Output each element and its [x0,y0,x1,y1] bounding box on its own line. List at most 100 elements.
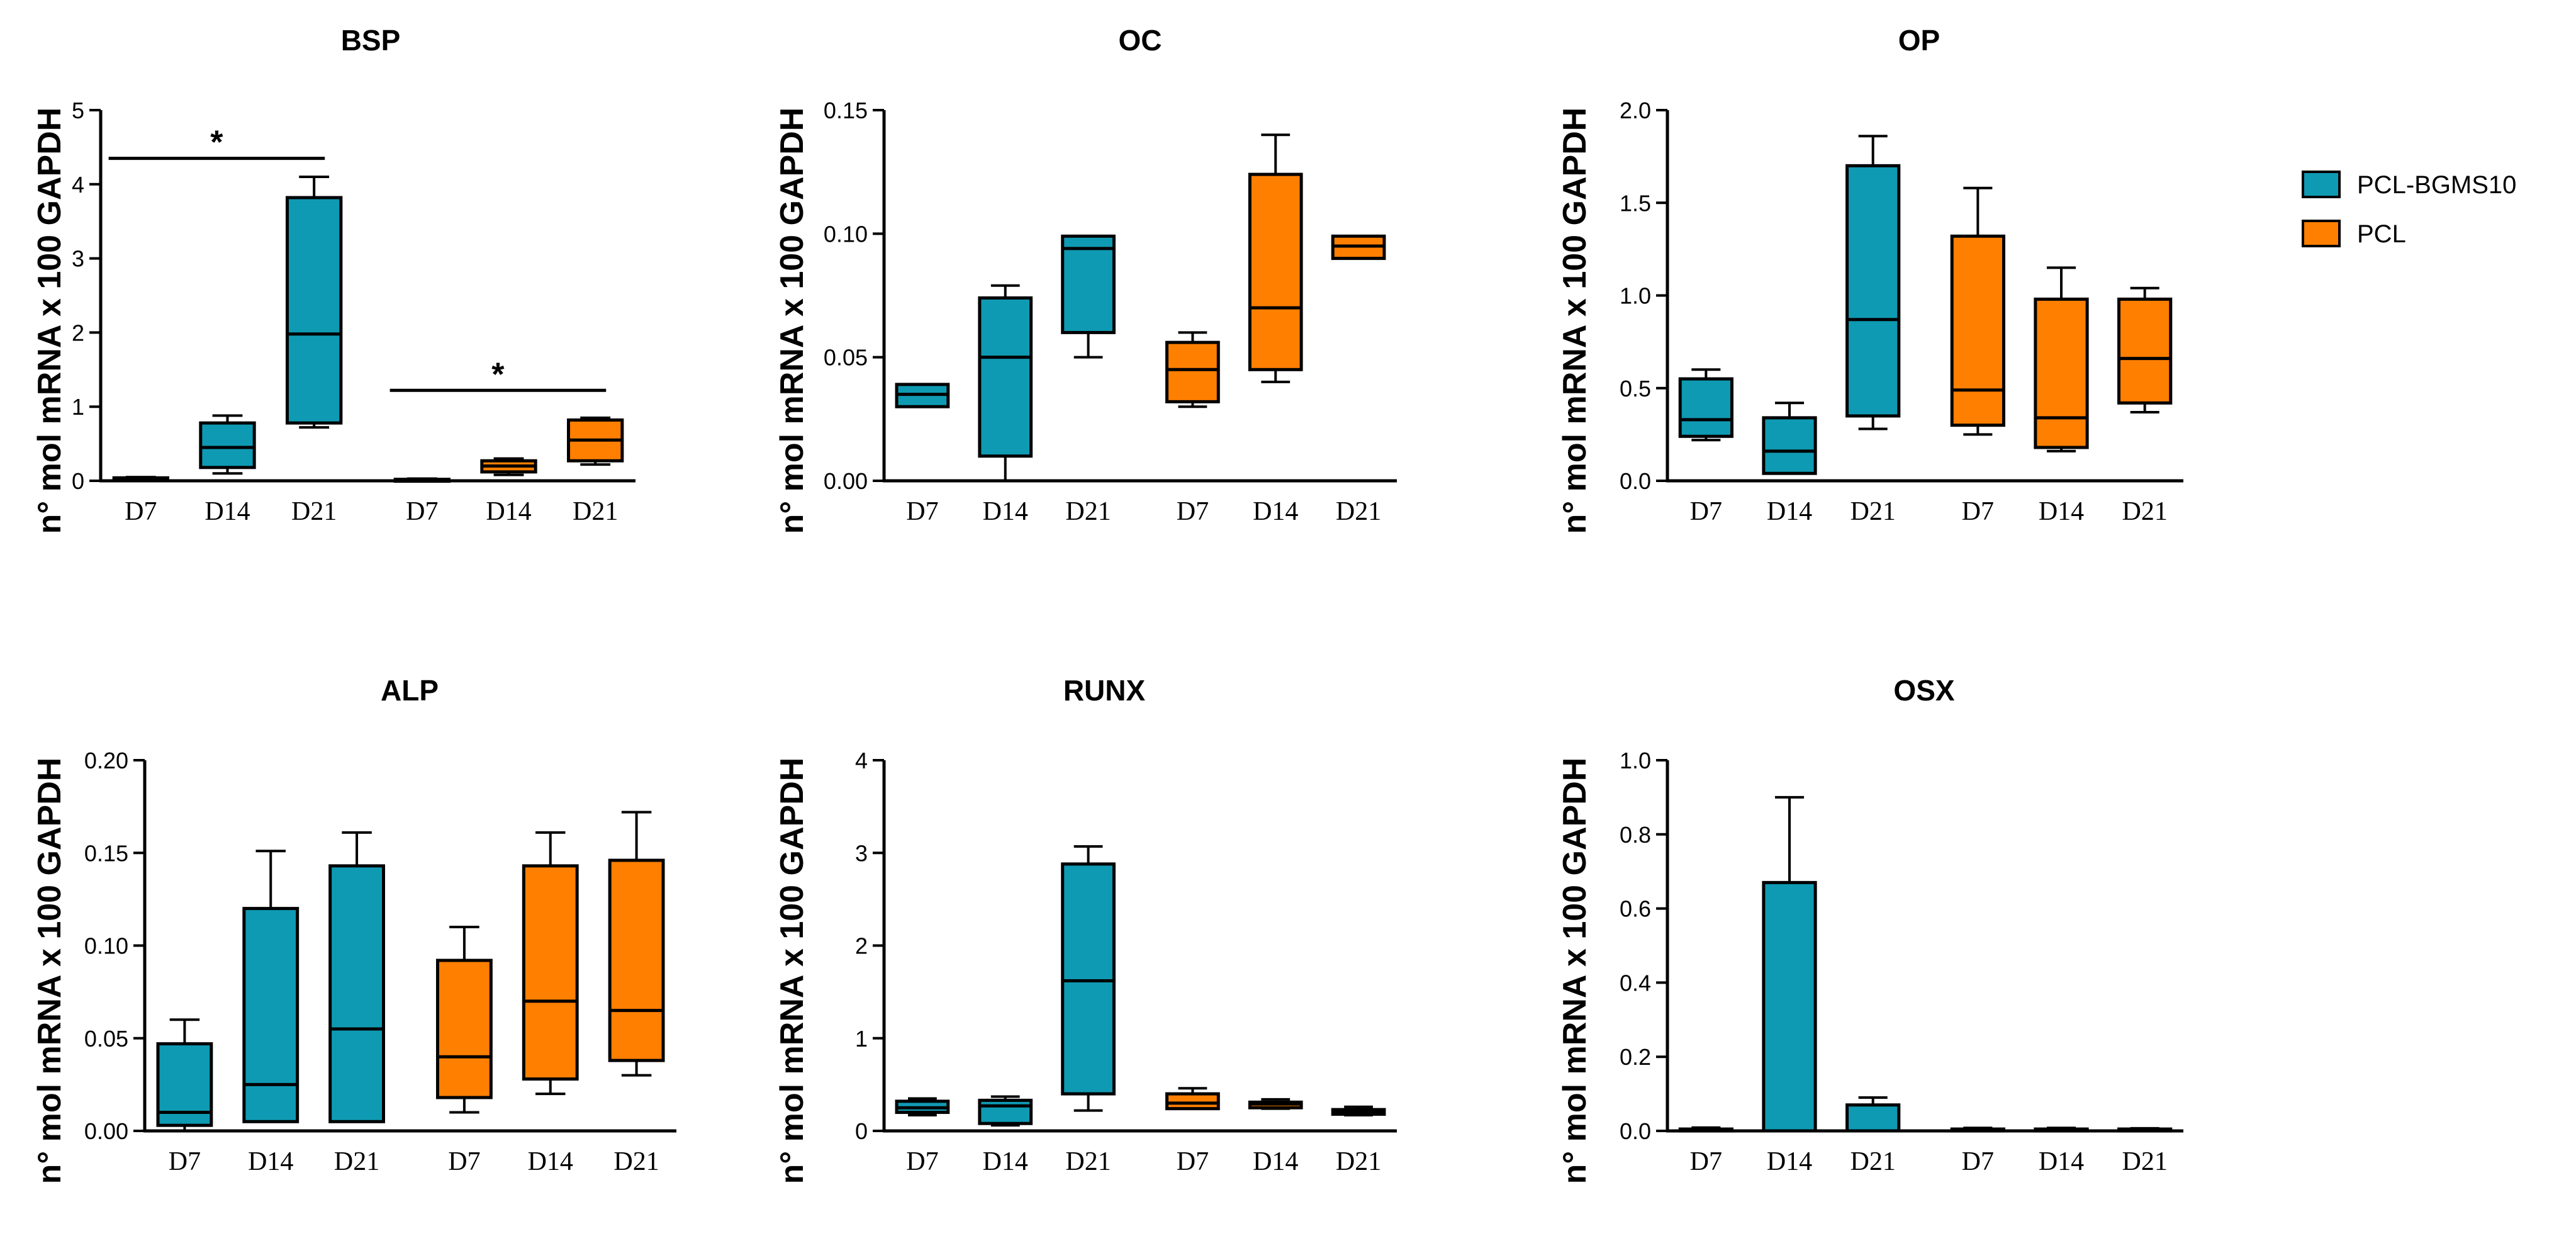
box-body [285,196,343,425]
y-axis-label: n° mol mRNA x 100 GAPDH [1557,108,1593,534]
box-pcl-bgms10-d14 [199,414,256,475]
chart-title: BSP [341,24,401,57]
box-body [2117,297,2173,405]
y-tick-label: 4 [72,172,84,198]
legend-swatch-pcl-bgms10 [2302,171,2341,198]
x-tick-label: D14 [2039,1147,2084,1176]
y-tick-label: 0 [855,1118,868,1144]
x-tick-label: D7 [1962,497,1994,526]
box-pcl-bgms10-d21 [1845,135,1901,430]
x-tick-label: D7 [1962,1147,1994,1176]
box-pcl-bgms10-d21 [1061,234,1116,359]
y-axis-label: n° mol mRNA x 100 GAPDH [774,758,810,1184]
x-tick-label: D21 [2122,1147,2167,1176]
box-body [1678,377,1733,438]
x-tick-label: D14 [1253,497,1298,526]
y-tick-label: 0.20 [84,748,128,773]
bar-body [1762,880,1817,1133]
box-pcl-bgms10-d7 [112,476,170,483]
x-tick-label: D21 [573,497,618,526]
chart-title: OC [1119,24,1162,57]
box-pcl-bgms10-d21 [1061,845,1116,1112]
box-pcl-bgms10-d7 [1678,368,1733,442]
chart-title: RUNX [1063,674,1146,707]
legend-label: PCL [2357,220,2406,248]
y-tick-label: 1 [855,1026,868,1052]
y-axis-label: n° mol mRNA x 100 GAPDH [1557,758,1593,1184]
y-tick-label: 0.00 [84,1118,128,1144]
y-tick-label: 2 [855,933,868,959]
box-pcl-d7 [1165,331,1220,408]
x-tick-label: D21 [1850,497,1895,526]
y-tick-label: 3 [855,840,868,866]
box-pcl-d7 [1165,1087,1220,1111]
y-tick-label: 0.05 [824,345,868,371]
y-tick-label: 5 [72,98,84,123]
box-body [608,858,665,1062]
box-body [1165,1092,1220,1111]
significance-star: * [491,356,505,393]
y-tick-label: 2.0 [1620,98,1651,123]
box-pcl-d14 [1248,133,1303,383]
box-body [1061,234,1116,334]
y-tick-label: 0.10 [824,221,868,247]
x-tick-label: D14 [983,497,1028,526]
box-pcl-bgms10-d14 [978,284,1033,482]
box-pcl-d14 [2034,266,2089,452]
x-tick-label: D7 [448,1147,480,1176]
box-pcl-d7 [393,477,451,483]
box-pcl-d21 [608,811,665,1077]
y-axis-label: n° mol mRNA x 100 GAPDH [774,108,810,534]
bar-pcl-d14 [2034,1126,2089,1133]
box-body [435,958,493,1099]
bar-body [1678,1127,1733,1133]
box-body [978,296,1033,458]
y-tick-label: 3 [72,246,84,272]
box-pcl-bgms10-d21 [285,176,343,429]
x-tick-label: D14 [486,497,531,526]
x-tick-label: D21 [2122,497,2167,526]
bar-body [1950,1127,2005,1133]
box-pcl-d21 [1331,234,1386,261]
x-tick-label: D14 [1767,1147,1812,1176]
x-tick-label: D7 [406,497,438,526]
y-tick-label: 2 [72,320,84,346]
y-tick-label: 0.00 [824,468,868,494]
x-tick-label: D14 [1767,497,1812,526]
x-tick-label: D14 [983,1147,1028,1176]
x-tick-label: D14 [1253,1147,1298,1176]
significance-star: * [210,125,223,161]
box-pcl-d14 [480,457,537,476]
chart-title: ALP [381,674,439,707]
chart-panel-bsp: BSP n° mol mRNA x 100 GAPDH 0 1 2 3 4 5 D7 D14 D21… [31,24,636,534]
box-pcl-d21 [2117,286,2173,414]
box-body [2034,297,2089,449]
y-tick-label: 1.0 [1620,748,1651,773]
x-tick-label: D14 [248,1147,293,1176]
box-pcl-d21 [1331,1105,1386,1116]
x-tick-label: D21 [1336,497,1381,526]
x-tick-label: D7 [1177,1147,1209,1176]
box-body [199,421,256,469]
bar-pcl-bgms10-d14 [1762,795,1817,1133]
y-tick-label: 0.2 [1620,1044,1651,1070]
y-axis-label: n° mol mRNA x 100 GAPDH [31,108,68,534]
box-body [242,907,300,1123]
bar-pcl-d7 [1950,1126,2005,1133]
box-body [978,1098,1033,1125]
box-pcl-bgms10-d14 [978,1095,1033,1127]
box-body [1061,862,1116,1096]
box-body [1950,234,2005,427]
chart-panel-op: OP n° mol mRNA x 100 GAPDH 0.0 0.5 1.0 1.5 2.0… [1557,24,2183,534]
box-pcl-d14 [1248,1098,1303,1110]
box-pcl-bgms10-d21 [328,831,386,1123]
box-body [1845,164,1901,418]
box-pcl-bgms10-d14 [1762,402,1817,475]
box-pcl-bgms10-d14 [242,850,300,1123]
chart-title: OSX [1893,674,1954,707]
x-tick-label: D7 [1690,1147,1722,1176]
box-pcl-d7 [435,926,493,1114]
x-tick-label: D7 [125,497,157,526]
x-tick-label: D7 [906,497,938,526]
